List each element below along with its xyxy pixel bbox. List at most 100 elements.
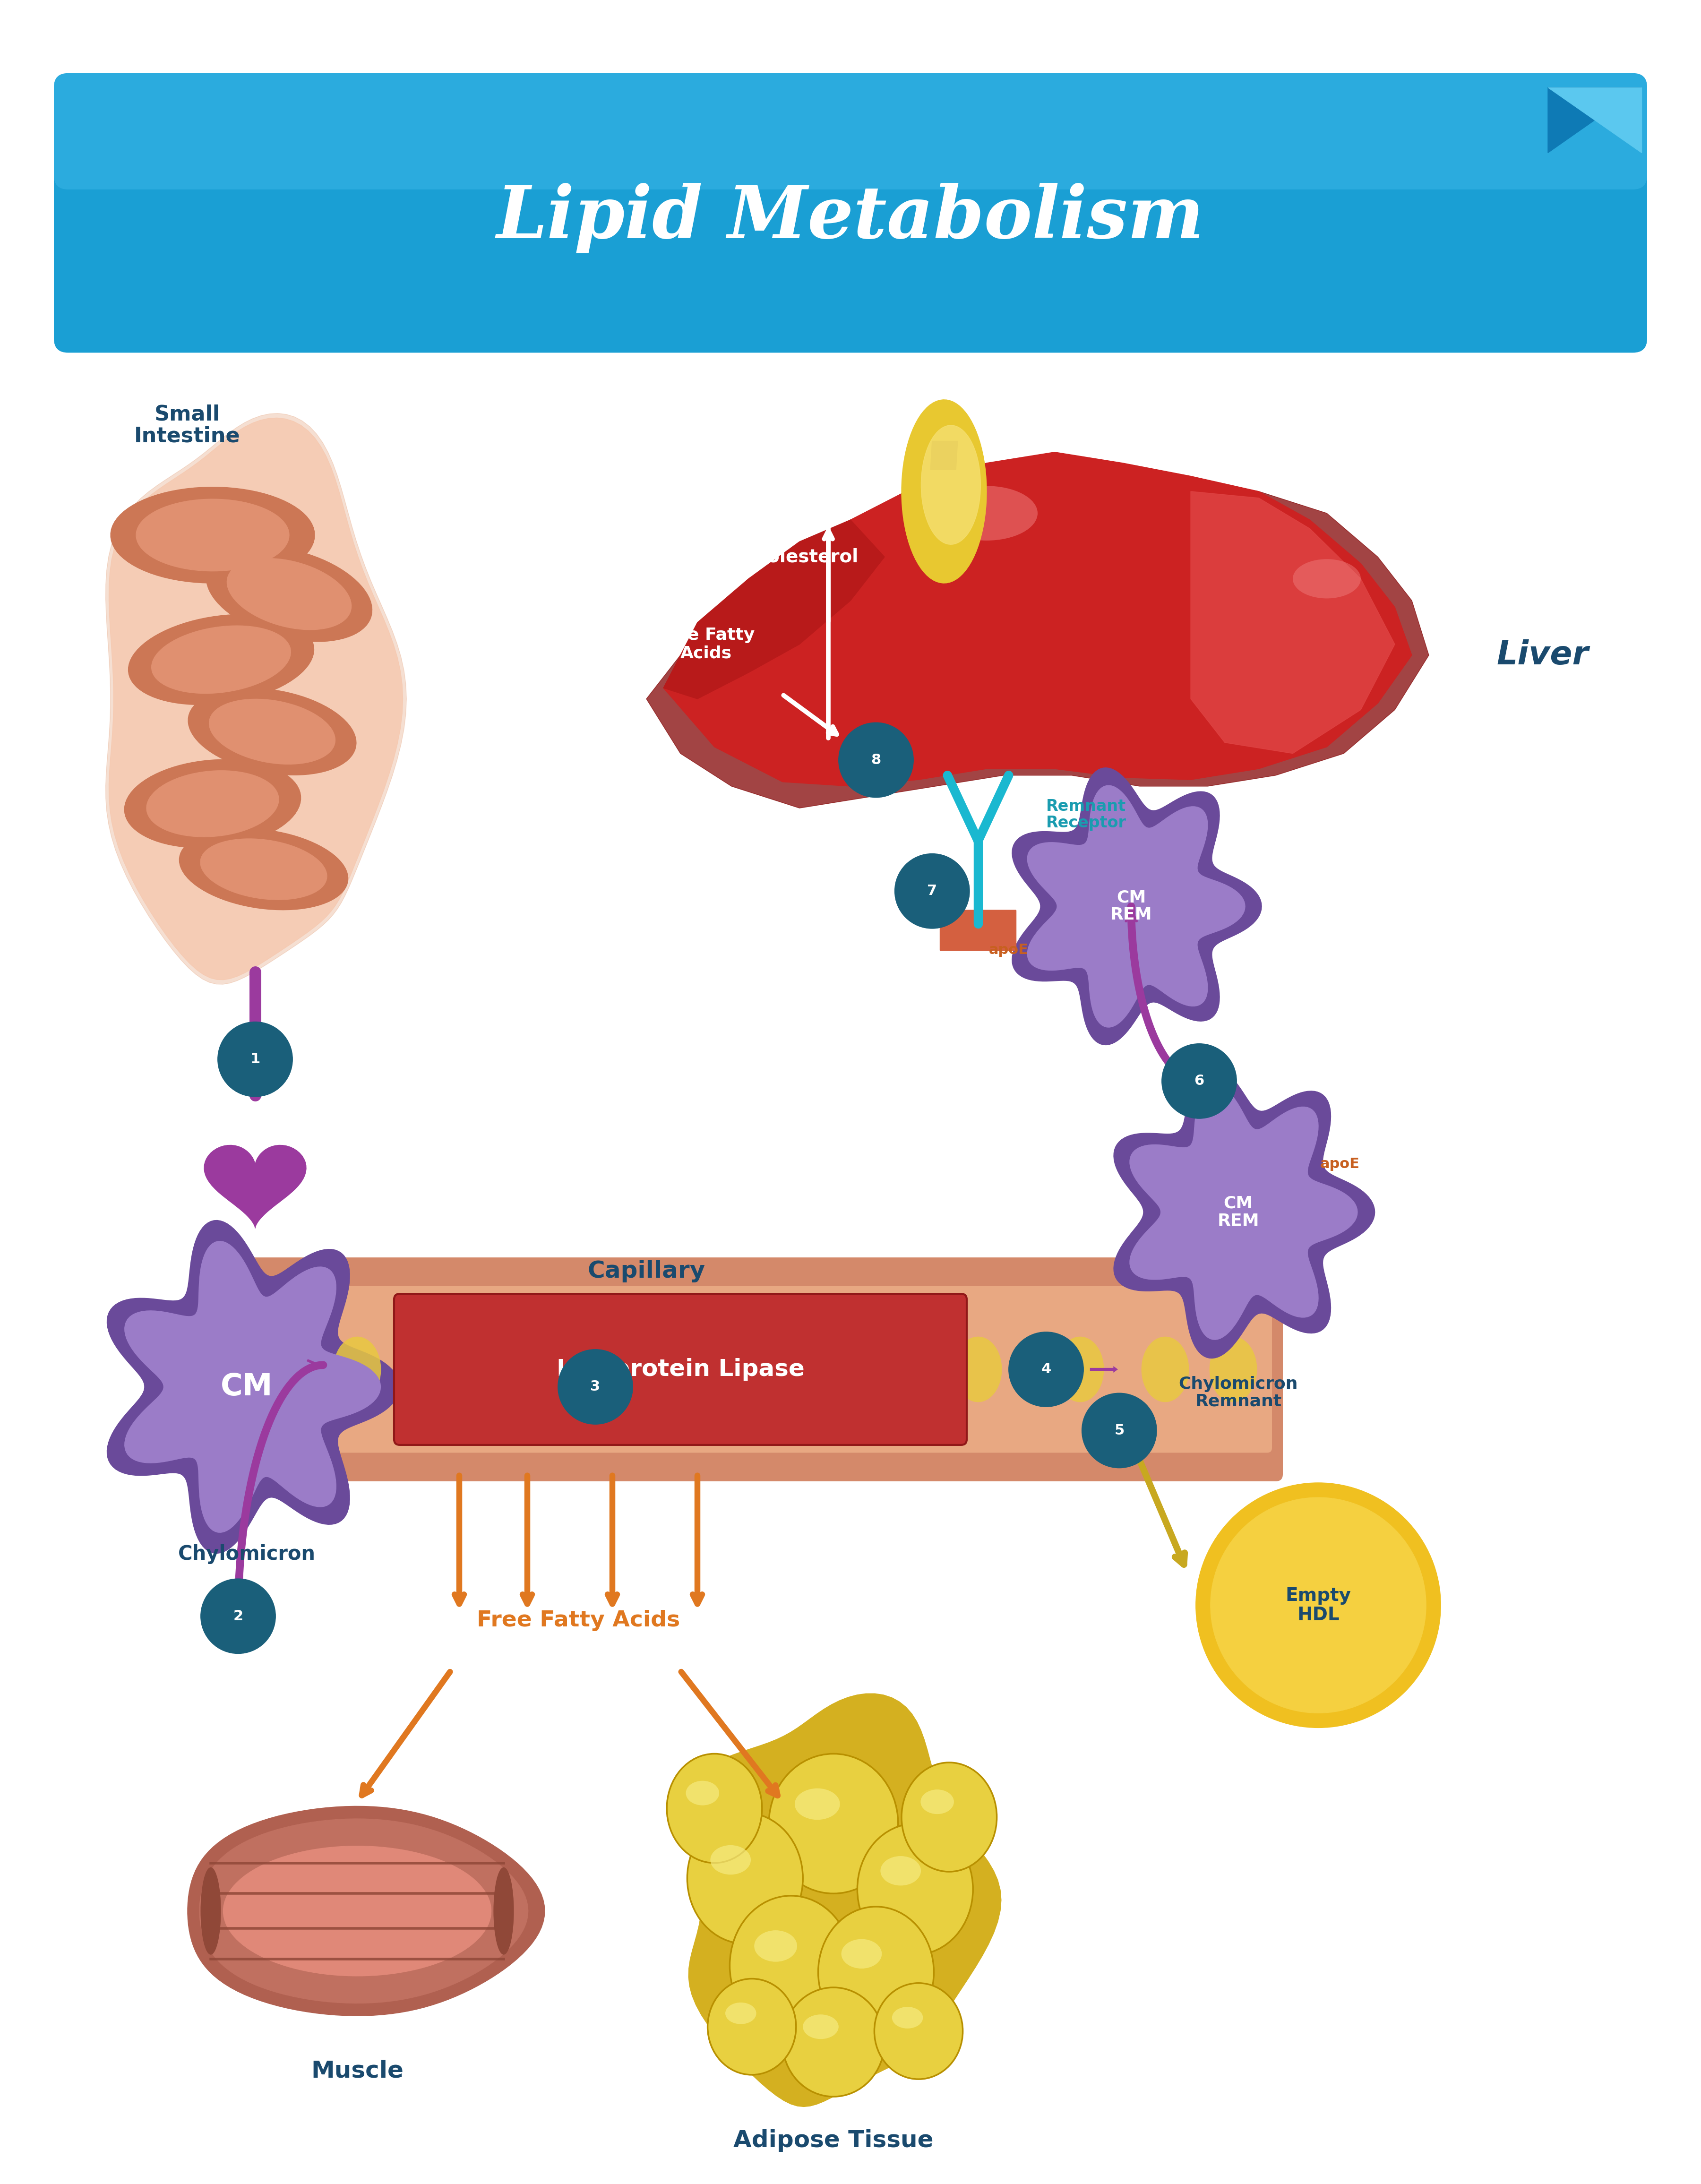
Circle shape [1211,1498,1425,1712]
Polygon shape [223,1845,492,1977]
Text: 5: 5 [1114,1424,1124,1437]
Polygon shape [209,699,335,764]
Text: Adipose Tissue: Adipose Tissue [733,2129,934,2151]
Circle shape [201,1579,276,1653]
FancyBboxPatch shape [939,911,1017,950]
Circle shape [1082,1393,1157,1468]
Ellipse shape [803,2014,839,2040]
Polygon shape [663,520,885,699]
Polygon shape [179,828,349,911]
Ellipse shape [827,1337,874,1402]
Ellipse shape [920,1789,954,1815]
Polygon shape [105,413,407,985]
Ellipse shape [201,1867,221,1955]
FancyBboxPatch shape [54,74,1647,190]
Ellipse shape [936,487,1038,542]
Polygon shape [151,625,291,695]
Text: 1: 1 [250,1053,260,1066]
Text: Small
Intestine: Small Intestine [134,404,240,446]
Polygon shape [206,546,373,642]
Polygon shape [107,1221,400,1553]
Circle shape [1009,1332,1084,1406]
Ellipse shape [782,1987,885,2097]
Circle shape [218,1022,293,1096]
Polygon shape [1012,769,1262,1044]
Polygon shape [902,400,987,583]
Ellipse shape [1141,1337,1189,1402]
Text: 6: 6 [1194,1075,1204,1088]
Ellipse shape [874,1983,963,2079]
Ellipse shape [493,1867,514,1955]
Text: 4: 4 [1041,1363,1051,1376]
Ellipse shape [708,1979,796,2075]
FancyBboxPatch shape [54,74,1647,352]
Polygon shape [1129,1085,1357,1339]
Ellipse shape [686,1780,720,1806]
Ellipse shape [891,2007,924,2029]
Text: Empty
HDL: Empty HDL [1286,1586,1351,1625]
Polygon shape [204,1144,306,1227]
Polygon shape [1027,786,1245,1026]
Text: Lipoprotein Lipase: Lipoprotein Lipase [556,1358,805,1380]
Polygon shape [201,839,327,900]
Polygon shape [111,487,315,583]
Ellipse shape [452,1337,500,1402]
Polygon shape [1191,491,1395,753]
Ellipse shape [818,1907,934,2038]
Polygon shape [930,441,958,470]
Polygon shape [109,417,403,981]
Polygon shape [663,452,1412,786]
Ellipse shape [794,1789,840,1819]
Circle shape [1196,1483,1441,1728]
FancyBboxPatch shape [240,1258,1283,1481]
Polygon shape [922,426,980,544]
Polygon shape [189,688,356,775]
Polygon shape [128,614,315,705]
Polygon shape [187,1806,544,2016]
Circle shape [1162,1044,1237,1118]
Text: apoE: apoE [988,943,1029,957]
Ellipse shape [857,1824,973,1955]
Text: CM
REM: CM REM [1111,889,1152,924]
Text: Remnant
Receptor: Remnant Receptor [1046,799,1126,830]
Ellipse shape [708,1337,755,1402]
Ellipse shape [572,1337,619,1402]
Ellipse shape [954,1337,1002,1402]
Ellipse shape [754,1931,798,1961]
Polygon shape [1114,1066,1374,1358]
Text: Liver: Liver [1497,640,1589,670]
Text: 8: 8 [871,753,881,767]
Polygon shape [146,771,279,836]
Ellipse shape [1056,1337,1104,1402]
Text: Free Fatty
Acids: Free Fatty Acids [657,627,755,662]
Polygon shape [689,1693,1002,2108]
Text: CM
REM: CM REM [1218,1195,1259,1230]
Ellipse shape [711,1845,750,1874]
Ellipse shape [769,1754,898,1894]
Text: Capillary: Capillary [587,1260,706,1282]
Polygon shape [1548,87,1641,153]
Polygon shape [226,559,352,629]
Ellipse shape [333,1337,381,1402]
Circle shape [895,854,970,928]
Ellipse shape [667,1754,762,1863]
Text: Muscle: Muscle [311,2060,403,2081]
Text: Chylomicron: Chylomicron [179,1544,315,1564]
Ellipse shape [687,1813,803,1944]
Text: 2: 2 [233,1610,243,1623]
Text: apoE: apoE [1320,1158,1359,1171]
Circle shape [558,1350,633,1424]
Polygon shape [124,760,301,847]
Text: Chylomicron
Remnant: Chylomicron Remnant [1179,1376,1298,1409]
Text: Cholesterol: Cholesterol [740,548,859,566]
Ellipse shape [881,1856,920,1885]
Ellipse shape [730,1896,852,2035]
Polygon shape [1548,87,1641,153]
Text: 3: 3 [590,1380,600,1393]
Text: Free Fatty Acids: Free Fatty Acids [476,1610,680,1631]
Ellipse shape [1293,559,1361,598]
Ellipse shape [902,1762,997,1872]
Polygon shape [199,1819,527,2003]
Polygon shape [646,459,1429,808]
Ellipse shape [1209,1337,1257,1402]
